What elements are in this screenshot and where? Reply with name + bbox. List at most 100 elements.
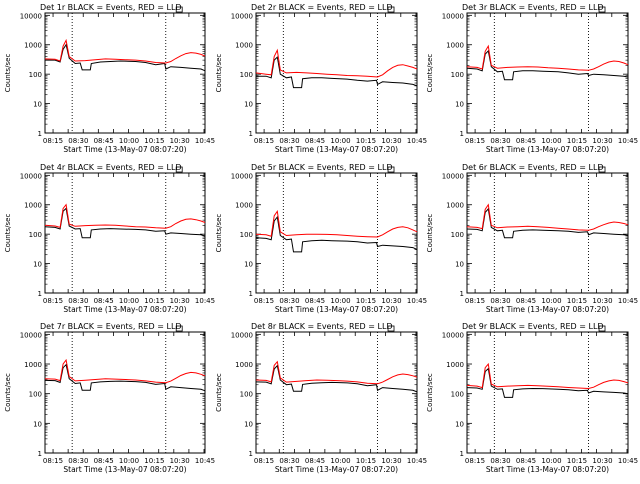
series-line-lld (255, 360, 418, 385)
y-tick-label: 10000 (20, 12, 42, 20)
x-tick-label: 08:15 (465, 457, 485, 465)
x-tick-label: 08:30 (490, 297, 510, 305)
x-tick-label: 08:30 (68, 137, 88, 145)
y-tick-label: 10000 (442, 172, 464, 180)
y-axis-label: Counts/sec (426, 54, 434, 93)
panel-det-8: Det 8r BLACK = Events, RED = LLD 1 10 100 10… (215, 322, 427, 474)
x-axis-label: Start Time (13-May-07 08:07:20) (275, 465, 398, 474)
legend-box-icon (175, 6, 183, 13)
y-axis-label: Counts/sec (426, 214, 434, 253)
legend-box-icon (387, 325, 395, 332)
chart-title: Det 7r BLACK = Events, RED = LLD (40, 322, 182, 331)
series-line-events (45, 43, 206, 72)
panel-det-7: Det 7r BLACK = Events, RED = LLD 1 10 100 10… (4, 322, 215, 474)
x-tick-label: 10:15 (144, 137, 164, 145)
plot-frame (255, 172, 418, 294)
x-axis-label: Start Time (13-May-07 08:07:20) (486, 305, 609, 314)
x-tick-label: 10:00 (541, 297, 561, 305)
series-line-events (466, 207, 629, 239)
y-tick-label: 100 (29, 391, 42, 399)
legend-box-icon (175, 325, 183, 332)
y-tick-label: 100 (29, 71, 42, 79)
y-axis-label: Counts/sec (215, 214, 223, 253)
x-tick-label: 08:30 (68, 457, 88, 465)
x-tick-label: 08:45 (305, 297, 325, 305)
chart-title: Det 8r BLACK = Events, RED = LLD (251, 322, 393, 331)
plot-frame (44, 331, 206, 454)
x-axis-label: Start Time (13-May-07 08:07:20) (63, 145, 186, 154)
x-tick-label: 10:45 (195, 297, 215, 305)
x-axis-label: Start Time (13-May-07 08:07:20) (63, 305, 186, 314)
y-tick-label: 100 (451, 71, 464, 79)
plot-frame (466, 12, 629, 134)
x-tick-label: 10:30 (592, 457, 612, 465)
y-tick-label: 1000 (235, 202, 253, 210)
y-tick-label: 10 (455, 420, 464, 428)
x-tick-label: 10:30 (592, 137, 612, 145)
x-tick-label: 08:15 (43, 137, 63, 145)
panel-det-3: Det 3r BLACK = Events, RED = LLD 1 10 100 10… (426, 3, 638, 154)
y-tick-label: 10 (33, 261, 42, 269)
panel-det-4: Det 4r BLACK = Events, RED = LLD 1 10 100 10… (4, 163, 215, 314)
y-tick-label: 100 (240, 231, 253, 239)
x-tick-label: 10:15 (356, 297, 376, 305)
x-tick-label: 10:00 (330, 457, 350, 465)
y-tick-label: 10000 (231, 331, 253, 339)
x-tick-label: 08:15 (465, 137, 485, 145)
x-tick-label: 10:30 (592, 297, 612, 305)
y-tick-label: 1 (460, 450, 464, 458)
x-tick-label: 08:45 (516, 297, 536, 305)
legend-box-icon (387, 6, 395, 13)
x-axis-label: Start Time (13-May-07 08:07:20) (275, 305, 398, 314)
chart-title: Det 5r BLACK = Events, RED = LLD (251, 163, 393, 172)
plot-frame (466, 331, 629, 454)
y-tick-label: 100 (240, 71, 253, 79)
y-axis-label: Counts/sec (215, 54, 223, 93)
series-line-lld (44, 358, 206, 384)
y-tick-label: 1 (249, 450, 253, 458)
x-axis-label: Start Time (13-May-07 08:07:20) (486, 465, 609, 474)
panel-det-6: Det 6r BLACK = Events, RED = LLD 1 10 100 10… (426, 163, 638, 314)
y-tick-label: 1000 (235, 361, 253, 369)
x-tick-label: 08:45 (94, 137, 114, 145)
series-line-lld (466, 362, 629, 390)
x-tick-label: 10:30 (381, 297, 401, 305)
y-tick-label: 1000 (24, 42, 42, 50)
x-tick-label: 10:45 (407, 457, 427, 465)
series-line-events (44, 207, 206, 239)
y-tick-label: 1000 (24, 202, 42, 210)
series-line-lld (44, 203, 206, 229)
x-tick-label: 08:45 (94, 457, 114, 465)
y-tick-label: 1 (38, 450, 42, 458)
x-tick-label: 10:45 (195, 457, 215, 465)
x-tick-label: 10:45 (618, 137, 638, 145)
y-tick-label: 10000 (20, 331, 42, 339)
panel-det-9: Det 9r BLACK = Events, RED = LLD 1 10 100 10… (426, 322, 638, 474)
plot-frame (255, 331, 418, 454)
x-tick-label: 10:00 (119, 137, 139, 145)
y-tick-label: 1 (38, 130, 42, 138)
y-tick-label: 100 (240, 391, 253, 399)
x-tick-label: 10:45 (195, 137, 215, 145)
series-line-events (256, 56, 418, 89)
chart-title: Det 4r BLACK = Events, RED = LLD (40, 163, 182, 172)
legend-box-icon (598, 166, 606, 173)
x-tick-label: 10:30 (381, 137, 401, 145)
y-tick-label: 10000 (231, 12, 253, 20)
y-axis-label: Counts/sec (426, 373, 434, 412)
x-tick-label: 10:15 (567, 137, 587, 145)
series-line-lld (44, 38, 206, 64)
x-tick-label: 10:30 (381, 457, 401, 465)
y-tick-label: 10 (33, 101, 42, 109)
x-tick-label: 10:45 (407, 297, 427, 305)
y-tick-label: 10 (455, 261, 464, 269)
x-tick-label: 10:30 (170, 137, 190, 145)
plot-frame (44, 172, 206, 294)
panel-det-2: Det 2r BLACK = Events, RED = LLD 1 10 100 10… (215, 3, 427, 154)
x-tick-label: 10:15 (356, 137, 376, 145)
y-tick-label: 10 (455, 101, 464, 109)
chart-title: Det 2r BLACK = Events, RED = LLD (251, 3, 393, 12)
series-line-events (466, 49, 629, 81)
y-tick-label: 100 (29, 231, 42, 239)
x-tick-label: 08:30 (279, 137, 299, 145)
